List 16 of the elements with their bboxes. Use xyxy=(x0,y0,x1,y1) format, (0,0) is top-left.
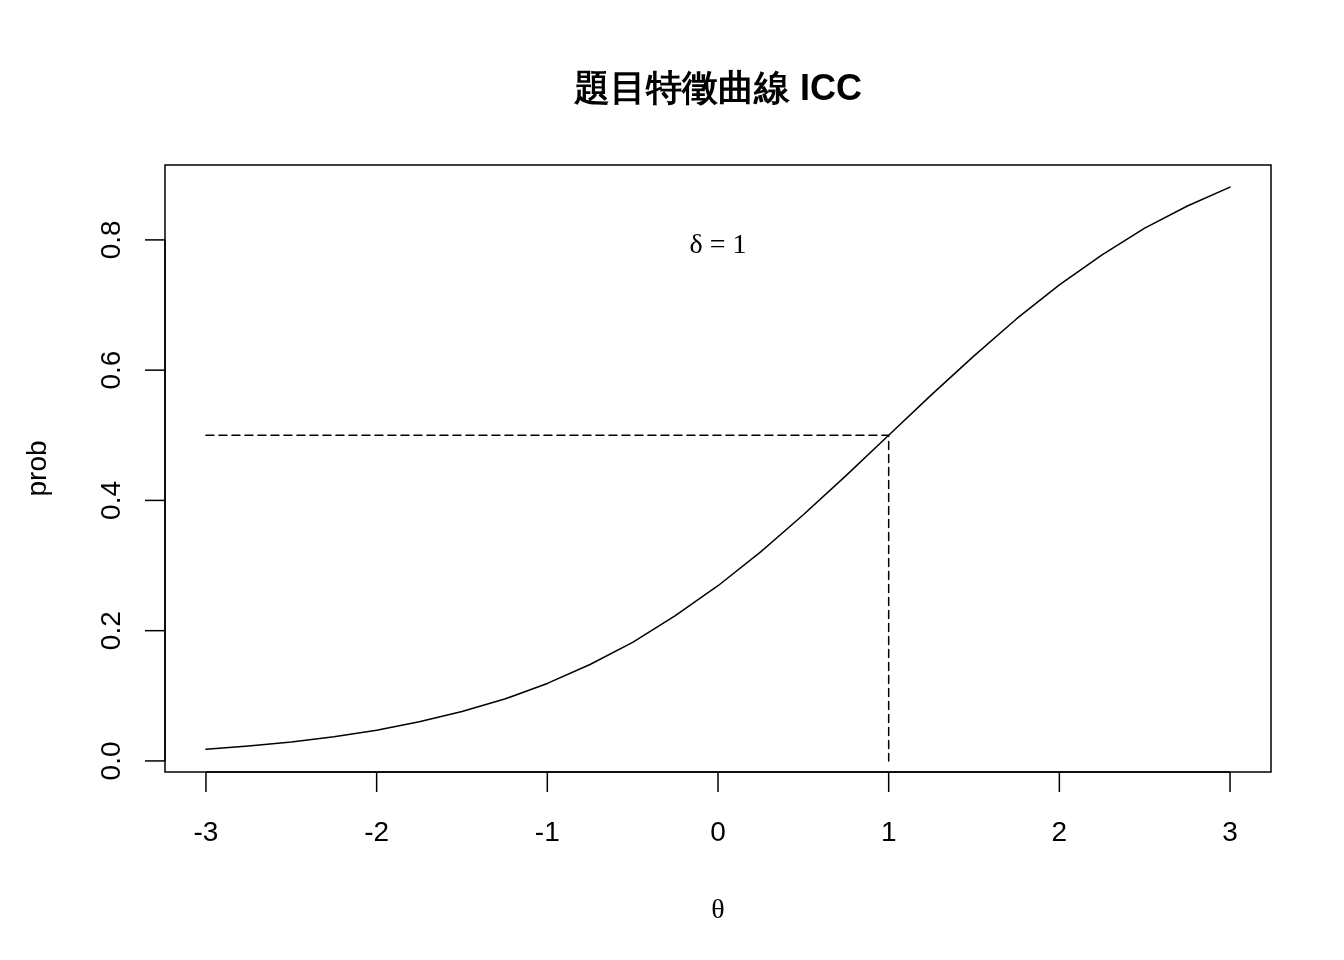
x-tick-label: -3 xyxy=(193,816,219,847)
x-tick-label: 2 xyxy=(1051,816,1068,847)
annotation: δ = 1 xyxy=(689,228,747,259)
x-tick-label: 1 xyxy=(880,816,897,847)
x-tick-label: -2 xyxy=(364,816,390,847)
y-tick-label: 0.6 xyxy=(95,350,126,390)
y-tick-label: 0.4 xyxy=(95,480,126,520)
x-tick-label: 0 xyxy=(710,816,726,847)
x-tick-label: 3 xyxy=(1222,816,1238,847)
x-axis-title: θ xyxy=(711,893,725,924)
y-tick-label: 0.2 xyxy=(95,611,126,651)
chart-title: 題目特徵曲線 ICC xyxy=(573,67,862,108)
x-tick-label: -1 xyxy=(534,816,560,847)
y-axis-title: prob xyxy=(21,440,52,497)
y-tick-label: 0.0 xyxy=(95,741,126,781)
y-tick-label: 0.8 xyxy=(95,220,126,260)
